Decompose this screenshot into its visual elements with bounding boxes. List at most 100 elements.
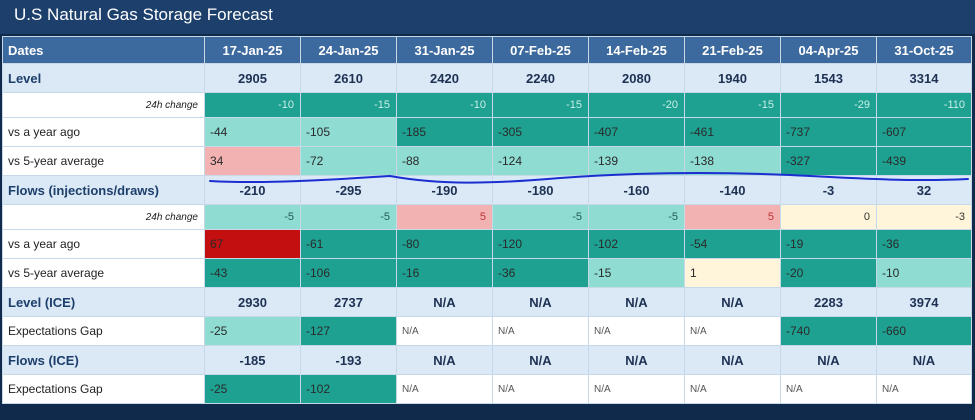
row-label: vs a year ago xyxy=(2,229,205,259)
table-row: Level 2905 2610 2420 2240 2080 1940 1543 3314 xyxy=(2,63,972,93)
table-cell: 1940 xyxy=(684,63,781,93)
table-cell: 2737 xyxy=(300,287,397,317)
table-body: Level 2905 2610 2420 2240 2080 1940 1543 3314 24h… xyxy=(2,63,972,404)
table-cell: -407 xyxy=(588,117,685,147)
table-cell: -25 xyxy=(204,316,301,346)
table-row: Expectations Gap -25 -127 N/A N/A N/A N/A -740-… xyxy=(2,316,972,346)
table-cell: -5 xyxy=(300,204,397,230)
row-label: vs a year ago xyxy=(2,117,205,147)
table-cell: -124 xyxy=(492,146,589,176)
table-cell: N/A xyxy=(684,345,781,375)
table-cell: -185 xyxy=(396,117,493,147)
table-cell: -193 xyxy=(300,345,397,375)
table-cell: -20 xyxy=(780,258,877,288)
table-row: vs a year ago 67 -61 -80 -120 -102 -54 -19 -36 xyxy=(2,229,972,259)
table-cell: -10 xyxy=(876,258,972,288)
table-cell: 5 xyxy=(684,204,781,230)
table-cell: -36 xyxy=(492,258,589,288)
row-label: Flows (ICE) xyxy=(2,345,205,375)
page-title: U.S Natural Gas Storage Forecast xyxy=(14,5,273,24)
table-cell: 0 xyxy=(780,204,877,230)
table-cell: -29 xyxy=(780,92,877,118)
table-cell: -72 xyxy=(300,146,397,176)
table-row: 24h change -10 -15 -10 -15 -20 -15 -29 -110 xyxy=(2,92,972,118)
table-cell: 2240 xyxy=(492,63,589,93)
table-cell: -327 xyxy=(780,146,877,176)
table-cell: -88 xyxy=(396,146,493,176)
table-cell: N/A xyxy=(876,345,972,375)
table-cell: N/A xyxy=(492,374,589,404)
row-label: 24h change xyxy=(2,92,205,118)
row-label: vs 5-year average xyxy=(2,146,205,176)
table-cell: -15 xyxy=(492,92,589,118)
table-cell: -10 xyxy=(396,92,493,118)
table-cell: -36 xyxy=(876,229,972,259)
row-label: Expectations Gap xyxy=(2,316,205,346)
table-cell: -305 xyxy=(492,117,589,147)
row-label: Level (ICE) xyxy=(2,287,205,317)
table-cell: -44 xyxy=(204,117,301,147)
row-label: Level xyxy=(2,63,205,93)
table-cell: -15 xyxy=(684,92,781,118)
table-cell: -740 xyxy=(780,316,877,346)
table-row: Flows (injections/draws) -210 -295 -190 -180… xyxy=(2,175,972,205)
table-cell: -5 xyxy=(588,204,685,230)
table-cell: -106 xyxy=(300,258,397,288)
table-cell: -3 xyxy=(876,204,972,230)
storage-table-panel: Dates 17-Jan-25 24-Jan-25 31-Jan-25 07-F… xyxy=(0,34,975,420)
table-cell: -61 xyxy=(300,229,397,259)
table-cell: -16 xyxy=(396,258,493,288)
table-cell: N/A xyxy=(492,345,589,375)
table-cell: -737 xyxy=(780,117,877,147)
table-cell: -15 xyxy=(300,92,397,118)
table-cell: N/A xyxy=(396,316,493,346)
table-cell: N/A xyxy=(684,287,781,317)
row-label: Expectations Gap xyxy=(2,374,205,404)
table-cell: -461 xyxy=(684,117,781,147)
table-cell: 2080 xyxy=(588,63,685,93)
table-cell: N/A xyxy=(684,374,781,404)
table-row: vs a year ago -44 -105 -185 -305 -407 -461 -737… xyxy=(2,117,972,147)
table-cell: -138 xyxy=(684,146,781,176)
row-label: 24h change xyxy=(2,204,205,230)
table-cell: 2905 xyxy=(204,63,301,93)
storage-forecast-table: Dates 17-Jan-25 24-Jan-25 31-Jan-25 07-F… xyxy=(2,36,972,404)
table-cell: -5 xyxy=(492,204,589,230)
table-cell: N/A xyxy=(780,345,877,375)
table-cell: 2420 xyxy=(396,63,493,93)
table-cell: 34 xyxy=(204,146,301,176)
date-header: 31-Oct-25 xyxy=(876,36,972,64)
table-cell: 5 xyxy=(396,204,493,230)
table-cell: -102 xyxy=(300,374,397,404)
table-row: Expectations Gap -25 -102 N/A N/A N/A N/A N/A N/… xyxy=(2,374,972,404)
date-header: 21-Feb-25 xyxy=(684,36,781,64)
table-row: Level (ICE) 2930 2737 N/A N/A N/A N/A 2283 3974 xyxy=(2,287,972,317)
table-cell: -15 xyxy=(588,258,685,288)
date-header: 14-Feb-25 xyxy=(588,36,685,64)
table-cell: N/A xyxy=(492,316,589,346)
table-cell: -160 xyxy=(588,175,685,205)
table-cell: -660 xyxy=(876,316,972,346)
table-cell: -25 xyxy=(204,374,301,404)
header-row: Dates 17-Jan-25 24-Jan-25 31-Jan-25 07-F… xyxy=(2,36,972,64)
table-cell: -607 xyxy=(876,117,972,147)
date-header: 04-Apr-25 xyxy=(780,36,877,64)
table-cell: -20 xyxy=(588,92,685,118)
date-header: 24-Jan-25 xyxy=(300,36,397,64)
table-row: vs 5-year average -43 -106 -16 -36 -15 1 -20 -10 xyxy=(2,258,972,288)
table-cell: 32 xyxy=(876,175,972,205)
table-cell: N/A xyxy=(396,374,493,404)
table-cell: -10 xyxy=(204,92,301,118)
date-header: 17-Jan-25 xyxy=(204,36,301,64)
table-cell: -180 xyxy=(492,175,589,205)
table-cell: -54 xyxy=(684,229,781,259)
table-cell: -295 xyxy=(300,175,397,205)
table-cell: -105 xyxy=(300,117,397,147)
table-cell: 2930 xyxy=(204,287,301,317)
table-cell: N/A xyxy=(588,316,685,346)
row-label: Flows (injections/draws) xyxy=(2,175,205,205)
row-label: vs 5-year average xyxy=(2,258,205,288)
table-cell: N/A xyxy=(876,374,972,404)
table-cell: -439 xyxy=(876,146,972,176)
table-cell: -102 xyxy=(588,229,685,259)
